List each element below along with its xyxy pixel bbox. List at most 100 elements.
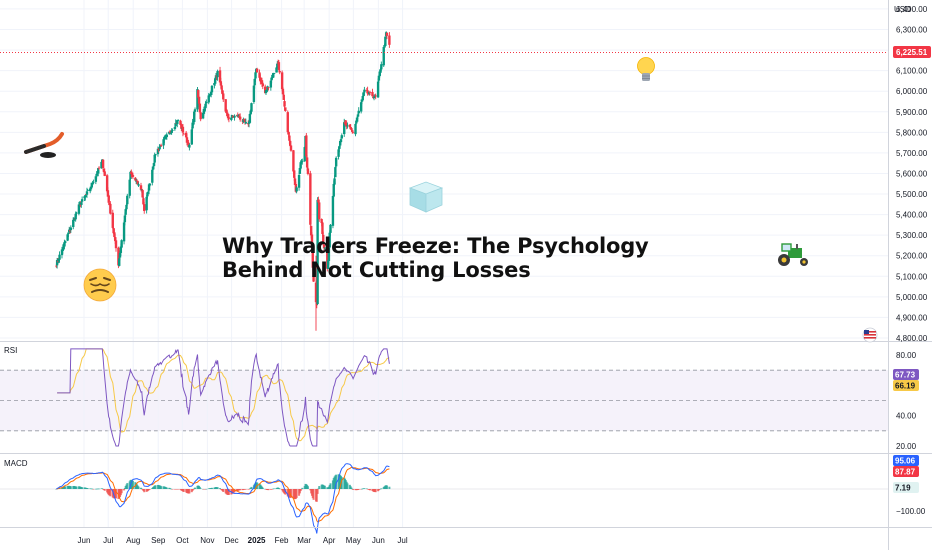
candle-body bbox=[231, 116, 235, 118]
candle-body bbox=[77, 204, 81, 214]
macd-histogram-bar bbox=[374, 489, 377, 493]
candle-body bbox=[221, 90, 224, 95]
macd-histogram-bar bbox=[380, 488, 383, 489]
candle-body bbox=[193, 111, 196, 122]
macd-histogram-bar bbox=[182, 489, 185, 492]
rsi-band-layer bbox=[0, 369, 888, 432]
candle-body bbox=[165, 134, 169, 137]
macd-line bbox=[56, 463, 390, 534]
candle-body bbox=[263, 86, 267, 94]
candle-body bbox=[361, 96, 364, 101]
candle-body bbox=[208, 94, 211, 97]
candle-body bbox=[97, 168, 100, 174]
candle-body bbox=[58, 254, 61, 260]
candle-body bbox=[130, 171, 133, 175]
candle-body bbox=[326, 246, 329, 269]
price-tick-label: 4,800.00 bbox=[896, 334, 928, 343]
price-tick-label: 5,800.00 bbox=[896, 128, 928, 137]
macd-histogram-bar bbox=[109, 489, 112, 497]
candle-body bbox=[366, 90, 369, 94]
us-flag-icon[interactable] bbox=[862, 327, 878, 343]
price-tick-label: 4,900.00 bbox=[896, 313, 928, 322]
candle-body bbox=[86, 189, 89, 191]
candle-body bbox=[359, 102, 363, 112]
candle-body bbox=[355, 117, 359, 122]
candle-body bbox=[299, 162, 302, 169]
candle-body bbox=[185, 137, 189, 143]
rsi-ma-badge bbox=[893, 380, 919, 391]
candle-body bbox=[300, 161, 303, 164]
macd-histogram-bar bbox=[216, 487, 219, 489]
candle-body bbox=[309, 173, 312, 225]
candle-body bbox=[141, 190, 144, 198]
confounded-face-icon bbox=[83, 268, 117, 302]
macd-histogram-bar bbox=[357, 489, 360, 490]
candle-body bbox=[147, 191, 150, 193]
rsi-ma-label: 66.19 bbox=[895, 382, 916, 391]
macd-histogram-bar bbox=[363, 488, 366, 489]
candle-body bbox=[261, 83, 264, 87]
candle-body bbox=[343, 122, 347, 124]
candle-body bbox=[368, 92, 372, 93]
candle-body bbox=[284, 107, 287, 111]
macd-histogram-bar bbox=[298, 489, 301, 494]
candle-body bbox=[254, 72, 257, 79]
time-axis[interactable]: Jun Jul Aug Sep Oct Nov Dec 2025 Feb Mar Apr May Jun… bbox=[78, 536, 408, 545]
headline: Why Traders Freeze: The Psychology Behin… bbox=[222, 234, 649, 282]
candle-body bbox=[184, 132, 188, 138]
macd-histogram-bar bbox=[115, 489, 117, 499]
macd-histogram-bar bbox=[316, 489, 319, 494]
macd-histogram-bar bbox=[277, 488, 280, 489]
candle-body bbox=[111, 212, 114, 228]
time-tick-label: Feb bbox=[275, 536, 289, 545]
price-axis[interactable]: 6,400.006,300.006,200.006,100.006,000.00… bbox=[896, 5, 928, 516]
time-tick-label: Jul bbox=[397, 536, 407, 545]
candle-body bbox=[309, 225, 313, 236]
candle-body bbox=[117, 247, 120, 266]
candle-body bbox=[372, 97, 376, 98]
macd-histogram-bar bbox=[222, 489, 225, 493]
candle-body bbox=[135, 180, 139, 182]
rsi-pane-title[interactable]: RSI bbox=[4, 346, 17, 355]
candle-body bbox=[63, 241, 67, 244]
candle-body bbox=[120, 240, 123, 248]
macd-histogram-bar bbox=[123, 489, 126, 491]
candle-body bbox=[377, 75, 381, 81]
macd-histogram-bar bbox=[365, 488, 368, 489]
candles-layer bbox=[55, 31, 391, 331]
macd-value-badge bbox=[893, 455, 919, 466]
candle-body bbox=[55, 259, 59, 266]
candle-body bbox=[129, 171, 132, 180]
macd-histogram-bar bbox=[300, 489, 303, 490]
candle-body bbox=[103, 171, 106, 176]
candle-body bbox=[67, 232, 70, 235]
candle-body bbox=[288, 140, 292, 146]
candle-body bbox=[338, 146, 341, 149]
candle-body bbox=[205, 101, 208, 104]
candle-body bbox=[79, 204, 82, 206]
candle-body bbox=[380, 64, 383, 70]
candle-body bbox=[385, 32, 389, 36]
macd-histogram-bar bbox=[273, 488, 276, 489]
macd-pane-title[interactable]: MACD bbox=[4, 459, 28, 468]
macd-histogram-bar bbox=[248, 489, 251, 490]
candle-body bbox=[143, 204, 146, 211]
macd-histogram-bar bbox=[98, 488, 101, 490]
candle-body bbox=[157, 148, 160, 150]
candle-body bbox=[140, 189, 144, 191]
candle-body bbox=[323, 247, 327, 249]
candle-body bbox=[112, 228, 115, 234]
macd-histogram-bar bbox=[205, 488, 208, 490]
candle-body bbox=[295, 187, 298, 192]
candle-body bbox=[147, 184, 151, 191]
candle-body bbox=[124, 209, 127, 215]
candle-body bbox=[179, 120, 182, 125]
macd-histogram-bar bbox=[352, 489, 355, 490]
candle-body bbox=[338, 140, 342, 146]
macd-histogram-bar bbox=[340, 477, 343, 489]
price-tick-label: 5,000.00 bbox=[896, 293, 928, 302]
candle-body bbox=[243, 119, 246, 121]
macd-histogram-bar bbox=[219, 488, 222, 489]
macd-histogram-bar bbox=[165, 487, 168, 489]
